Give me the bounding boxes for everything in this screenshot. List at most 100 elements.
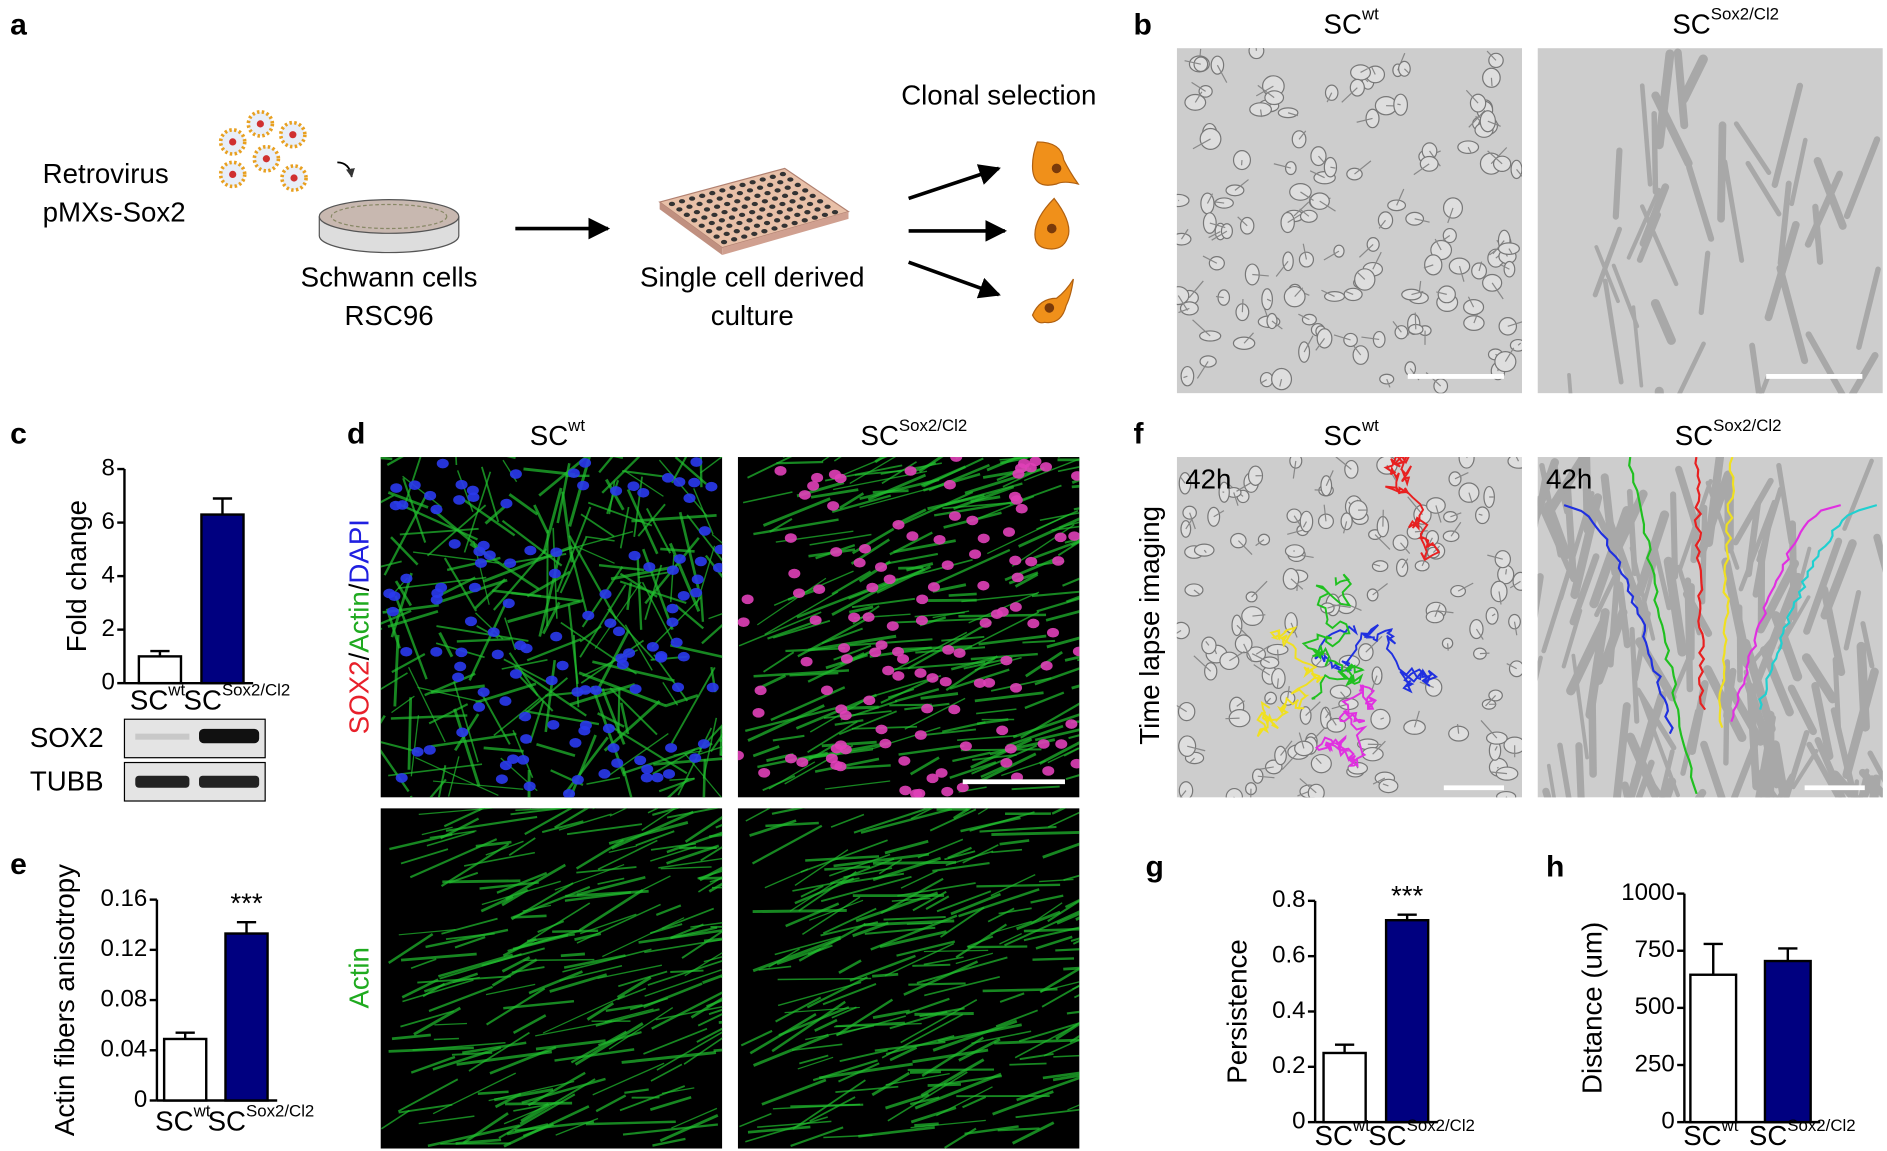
category-base: SC bbox=[208, 1106, 246, 1137]
nucleus bbox=[1072, 646, 1080, 657]
actin-fiber bbox=[1047, 747, 1079, 764]
x-tick-label: SCSox2/Cl2 bbox=[184, 681, 291, 716]
cell-streak bbox=[1561, 608, 1583, 669]
actin-fiber bbox=[990, 677, 1052, 692]
actin-fiber bbox=[508, 837, 536, 856]
neurite bbox=[1414, 312, 1417, 330]
actin-fiber bbox=[641, 808, 677, 831]
nucleus bbox=[623, 648, 636, 658]
neurite bbox=[1208, 230, 1221, 239]
neurite bbox=[1202, 255, 1218, 264]
actin-fiber bbox=[962, 1095, 987, 1109]
actin-fiber bbox=[800, 839, 888, 873]
panel-letter: g bbox=[1146, 850, 1164, 883]
nucleus bbox=[607, 743, 620, 753]
nucleus bbox=[578, 725, 591, 736]
actin-fiber bbox=[936, 1086, 993, 1117]
y-tick-label: 0.8 bbox=[1272, 886, 1305, 913]
nucleus bbox=[1071, 471, 1080, 481]
actin-fiber bbox=[418, 1115, 475, 1125]
y-tick-label: 250 bbox=[1635, 1050, 1675, 1077]
bar bbox=[224, 932, 269, 1102]
actin-fiber bbox=[561, 491, 574, 563]
neurite bbox=[1213, 510, 1225, 518]
nucleus bbox=[651, 772, 664, 783]
neurite bbox=[1373, 563, 1381, 567]
actin-fiber bbox=[798, 923, 867, 962]
actin-fiber bbox=[506, 457, 516, 460]
actin-fiber bbox=[999, 992, 1025, 1003]
nucleus bbox=[641, 764, 654, 774]
nucleus bbox=[830, 547, 843, 557]
nucleus bbox=[689, 753, 702, 763]
nucleus bbox=[604, 618, 617, 628]
nucleus bbox=[598, 769, 611, 779]
cell-streak bbox=[1566, 618, 1608, 696]
cell-streak bbox=[1626, 187, 1661, 260]
actin-fiber bbox=[607, 608, 655, 661]
bar bbox=[1322, 1051, 1367, 1124]
well bbox=[686, 204, 693, 209]
nucleus bbox=[389, 500, 402, 511]
title-sup: wt bbox=[1361, 416, 1379, 435]
actin-fiber bbox=[999, 457, 1043, 461]
actin-fiber bbox=[939, 906, 985, 938]
actin-fiber bbox=[1015, 1108, 1080, 1119]
actin-fiber bbox=[650, 842, 697, 851]
actin-fiber bbox=[617, 987, 647, 1001]
nucleus bbox=[1008, 491, 1021, 502]
nucleus bbox=[906, 531, 919, 541]
nucleus bbox=[866, 582, 879, 593]
actin-fiber bbox=[454, 936, 486, 949]
actin-fiber bbox=[693, 488, 714, 535]
actin-fiber bbox=[849, 954, 916, 982]
actin-fiber bbox=[920, 1058, 985, 1097]
neurite bbox=[1335, 457, 1352, 470]
actin-fiber bbox=[483, 746, 524, 753]
nucleus bbox=[807, 481, 820, 491]
actin-fiber bbox=[838, 959, 862, 974]
well bbox=[784, 185, 791, 190]
actin-fiber bbox=[839, 1049, 888, 1063]
actin-fiber bbox=[674, 603, 705, 630]
actin-fiber bbox=[453, 708, 481, 787]
title-sup: Sox2/Cl2 bbox=[1711, 5, 1779, 24]
nucleus bbox=[500, 498, 513, 509]
actin-fiber bbox=[1006, 724, 1064, 748]
actin-fiber bbox=[436, 625, 529, 642]
actin-fiber bbox=[586, 1001, 615, 1021]
actin-fiber bbox=[831, 494, 892, 513]
category-base: SC bbox=[184, 685, 222, 716]
actin-fiber bbox=[408, 666, 446, 743]
actin-fiber bbox=[432, 1072, 517, 1115]
cell bbox=[1458, 457, 1475, 469]
nucleus bbox=[691, 574, 704, 585]
actin-fiber bbox=[919, 1007, 965, 1018]
category-sup: wt bbox=[1352, 1116, 1370, 1135]
actin-fiber bbox=[507, 599, 584, 624]
actin-fiber bbox=[835, 998, 894, 1037]
nucleus bbox=[474, 558, 487, 568]
well bbox=[761, 199, 769, 204]
nucleus bbox=[784, 753, 797, 764]
micrographs: 42h 42h bbox=[380, 48, 1883, 1149]
actin-fiber bbox=[1046, 636, 1080, 649]
actin-fiber bbox=[402, 457, 422, 508]
nucleus bbox=[599, 589, 612, 599]
actin-fiber bbox=[462, 1112, 509, 1145]
actin-fiber bbox=[838, 1062, 880, 1083]
actin-fiber bbox=[670, 969, 704, 973]
bar bbox=[162, 1037, 208, 1102]
actin-fiber bbox=[749, 819, 797, 837]
well bbox=[776, 209, 783, 215]
nucleus bbox=[926, 773, 939, 784]
neurite bbox=[1372, 583, 1388, 596]
actin-fiber bbox=[1065, 774, 1080, 781]
cell-streak bbox=[1569, 553, 1600, 626]
neurite bbox=[1294, 287, 1304, 298]
well bbox=[668, 201, 676, 207]
actin-fiber bbox=[621, 1051, 717, 1064]
actin-fiber bbox=[852, 921, 889, 938]
actin-fiber bbox=[771, 808, 805, 815]
nucleus bbox=[616, 659, 629, 670]
